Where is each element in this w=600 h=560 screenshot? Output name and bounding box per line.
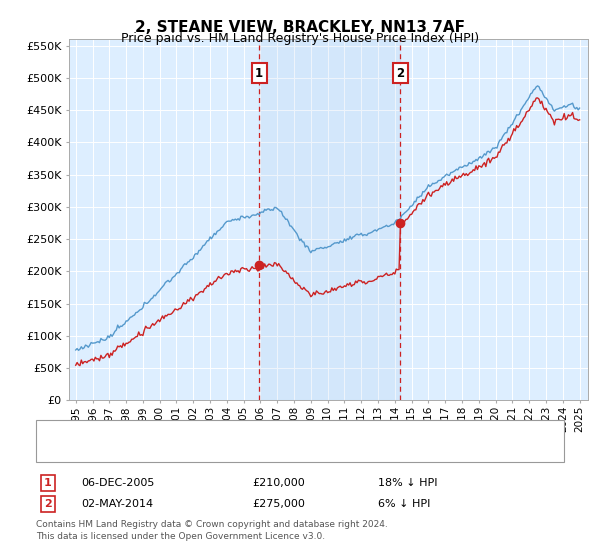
Text: 2: 2 <box>397 67 404 80</box>
Text: 6% ↓ HPI: 6% ↓ HPI <box>378 499 430 509</box>
Text: 1: 1 <box>44 478 52 488</box>
Text: 02-MAY-2014: 02-MAY-2014 <box>81 499 153 509</box>
Text: Contains HM Land Registry data © Crown copyright and database right 2024.
This d: Contains HM Land Registry data © Crown c… <box>36 520 388 542</box>
Text: HPI: Average price, detached house, West Northamptonshire: HPI: Average price, detached house, West… <box>72 449 389 459</box>
Text: Price paid vs. HM Land Registry's House Price Index (HPI): Price paid vs. HM Land Registry's House … <box>121 32 479 45</box>
Text: 18% ↓ HPI: 18% ↓ HPI <box>378 478 437 488</box>
Text: 1: 1 <box>255 67 263 80</box>
Text: £210,000: £210,000 <box>252 478 305 488</box>
Text: 06-DEC-2005: 06-DEC-2005 <box>81 478 154 488</box>
Text: 2: 2 <box>44 499 52 509</box>
Bar <box>259 39 400 400</box>
Text: 2, STEANE VIEW, BRACKLEY, NN13 7AF (detached house): 2, STEANE VIEW, BRACKLEY, NN13 7AF (deta… <box>72 426 370 436</box>
Text: £275,000: £275,000 <box>252 499 305 509</box>
Text: 2, STEANE VIEW, BRACKLEY, NN13 7AF: 2, STEANE VIEW, BRACKLEY, NN13 7AF <box>135 20 465 35</box>
Text: —: — <box>48 446 64 461</box>
Text: —: — <box>48 424 64 438</box>
